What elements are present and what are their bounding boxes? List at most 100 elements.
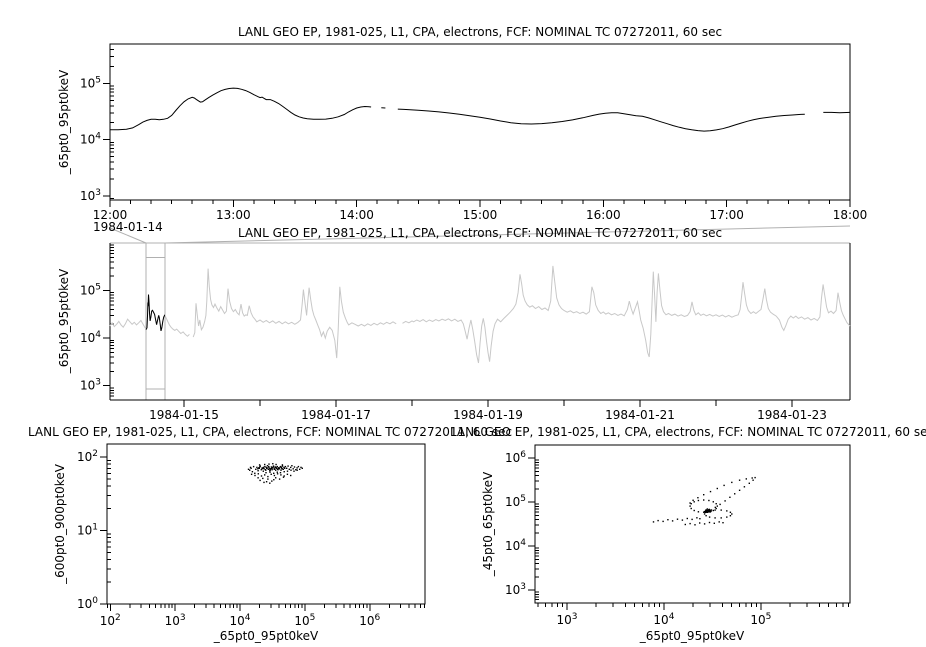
top-y-axis-label: _65pt0_95pt0keV [57,69,71,175]
x-tick-label: 14:00 [339,208,374,222]
scatter-point [708,510,710,512]
scatter-point [276,471,278,473]
scatter-point [714,517,716,519]
x-axis[interactable]: 102 103 104 105 106 [100,604,426,628]
scatter-point [657,519,659,522]
scatter-point [290,466,292,469]
x-axis[interactable]: 12:00 13:00 14:00 15:00 16:00 17:00 18:00 [93,200,868,222]
scatter-point [720,509,722,511]
scatter-point [708,509,711,511]
scatter-point [250,467,252,469]
scatter-points [247,463,303,484]
scatter-point [273,474,276,477]
scatter-left-y-axis-label: _600pt0_900pt0keV [53,463,67,585]
scatter-point [652,521,655,523]
scatter-point [277,467,279,469]
scatter-point [708,521,711,524]
y-axis[interactable]: 100 101 102 [77,449,111,611]
scatter-point [250,473,253,475]
scatter-point [269,468,272,470]
scatter-point [284,467,286,469]
scatter-point [258,467,260,469]
scatter-point [263,468,265,470]
scatter-point [270,473,272,475]
scatter-point [697,511,700,513]
scatter-point [279,465,282,468]
scatter-point [262,477,264,480]
scatter-point [699,522,701,524]
y-axis[interactable]: 103 104 105 106 [505,450,539,601]
scatter-point [293,470,295,472]
scatter-point [271,480,273,482]
y-tick-label: 104 [505,538,526,553]
scatter-point [745,478,747,480]
panel-sleft[interactable]: 100 101 102 102 103 104 105 106 [77,443,426,628]
scatter-point [290,469,292,471]
scatter-point [247,468,250,470]
scatter-point [275,469,277,471]
top-x-axis-date-label: 1984-01-14 [93,220,163,234]
scatter-point [252,465,255,468]
scatter-point [729,515,732,517]
y-axis[interactable]: 103 104 105 [80,244,114,397]
x-tick-label: 1984-01-19 [453,408,523,422]
scatter-point [288,468,290,470]
scatter-point [703,523,706,525]
y-tick-label: 103 [505,582,526,597]
scatter-point [707,510,709,512]
x-tick-label: 16:00 [586,208,621,222]
x-tick-label: 103 [556,612,577,627]
scatter-point [256,466,258,469]
scatter-point [751,477,753,479]
scatter-point [283,475,285,477]
scatter-point [691,518,693,521]
y-tick-label: 101 [77,522,98,537]
y-axis[interactable]: 103 104 105 [80,48,114,203]
scatter-point [281,465,284,467]
x-axis[interactable]: 1984-01-15 1984-01-17 1984-01-19 1984-01-21… [149,400,827,422]
scatter-point [281,468,283,470]
scatter-point [743,486,746,488]
y-tick-label: 105 [80,75,101,90]
scatter-point [662,520,664,523]
scatter-point [299,468,301,470]
scatter-point [264,463,266,466]
scatter-point [686,517,688,520]
scatter-point [689,522,691,525]
x-axis[interactable]: 103 104 105 [537,603,849,627]
scatter-point [276,468,279,470]
x-tick-label: 105 [294,613,315,628]
scatter-point [684,523,686,526]
scatter-point [255,468,257,470]
scatter-point [719,503,721,506]
scatter-point [716,487,718,490]
zoom-connector-right [164,225,851,244]
scatter-point [693,509,695,512]
scatter-point [268,468,271,470]
scatter-point [703,499,705,501]
scatter-point [667,519,669,521]
scatter-point [282,468,284,470]
panel-sright[interactable]: 103 104 105 106 103 104 105 [505,444,851,627]
scatter-point [724,500,726,502]
context-y-axis-label: _65pt0_95pt0keV [57,268,71,374]
scatter-point [697,499,700,502]
scatter-point [296,469,298,471]
scatter-point [275,463,277,466]
scatter-point [249,466,252,469]
scatter-point [734,493,736,495]
x-tick-label: 1984-01-15 [149,408,219,422]
scatter-point [287,465,289,467]
x-tick-label: 18:00 [833,208,868,222]
scatter-point [706,508,708,510]
scatter-point [272,463,274,465]
scatter-point [262,470,264,472]
y-tick-label: 105 [505,494,526,509]
scatter-point [271,469,273,471]
scatter-point [681,519,684,521]
scatter-point [254,472,256,474]
scatter-point [271,467,274,469]
scatter-point [731,513,733,515]
